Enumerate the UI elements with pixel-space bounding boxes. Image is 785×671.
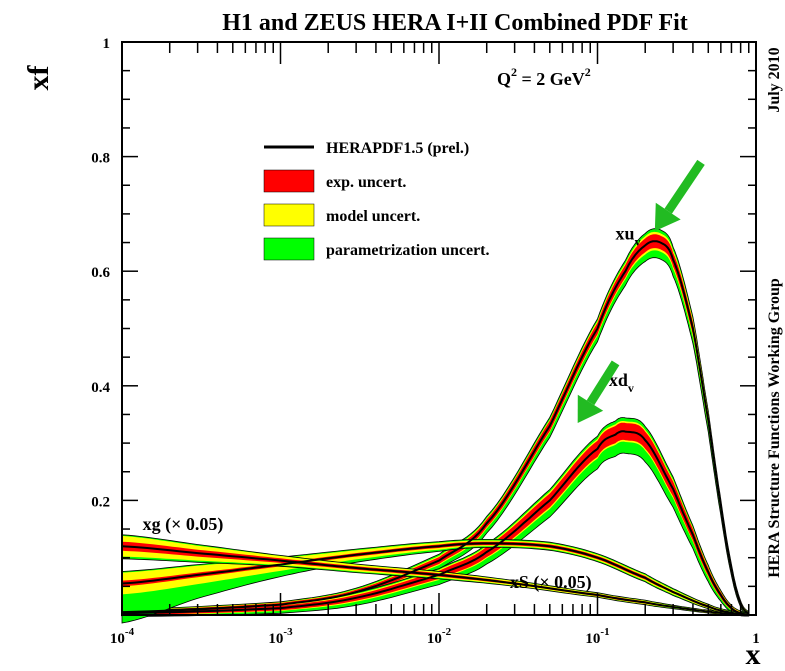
q2-sup1: 2 bbox=[511, 65, 517, 79]
x-tick-label: 10-1 bbox=[585, 626, 609, 647]
xg-0-05-central-line bbox=[121, 545, 749, 616]
legend-model-uncert-label: model uncert. bbox=[326, 208, 420, 225]
uncertainty-bands bbox=[121, 228, 750, 624]
x-tick-base: 10 bbox=[585, 631, 600, 647]
series-label-xd: xdv bbox=[609, 370, 634, 395]
arrow-xu-head bbox=[654, 202, 681, 232]
side-label-group: HERA Structure Functions Working Group bbox=[766, 278, 783, 578]
q2-mid: = 2 GeV bbox=[517, 69, 585, 89]
series-label-xu: xuv bbox=[616, 224, 641, 249]
x-axis-label: x bbox=[746, 638, 761, 667]
x-tick-base: 1 bbox=[752, 631, 760, 647]
series-label-text: xd bbox=[609, 370, 628, 390]
x-tick-base: 10 bbox=[268, 631, 283, 647]
x-tick-exponent: -1 bbox=[600, 626, 609, 638]
legend: HERAPDF1.5 (prel.) exp. uncert. model unce… bbox=[263, 140, 490, 261]
series-label-xg-0-05: xg (× 0.05) bbox=[143, 514, 224, 535]
y-tick-label: 0.4 bbox=[91, 380, 110, 396]
arrow-xd-shaft bbox=[586, 360, 620, 406]
legend-model-uncert-swatch bbox=[263, 203, 315, 227]
x-tick-base: 10 bbox=[427, 631, 442, 647]
arrow-xu-shaft bbox=[664, 159, 705, 214]
x-tick-exponent: -3 bbox=[283, 626, 293, 638]
q2-base: Q bbox=[497, 69, 511, 89]
x-tick-label: 10-3 bbox=[268, 626, 293, 647]
series-label-text: xu bbox=[616, 224, 635, 244]
q2-annotation: Q2 = 2 GeV2 bbox=[497, 65, 591, 89]
series-label-subscript: v bbox=[635, 235, 641, 249]
side-label-date: July 2010 bbox=[766, 47, 783, 112]
y-tick-label: 0.8 bbox=[91, 151, 110, 167]
legend-exp-uncert-label: exp. uncert. bbox=[326, 174, 406, 191]
arrow-xd-head bbox=[577, 394, 604, 424]
legend-parametrization-uncert-label: parametrization uncert. bbox=[326, 242, 490, 259]
x-tick-exponent: -4 bbox=[125, 626, 135, 638]
series-label-xs-0-05: xS (× 0.05) bbox=[510, 572, 592, 593]
legend-herapdf1-5-prel-label: HERAPDF1.5 (prel.) bbox=[326, 140, 469, 157]
y-tick-label: 0.6 bbox=[91, 265, 110, 281]
q2-sup2: 2 bbox=[585, 65, 591, 79]
x-tick-label: 10-4 bbox=[110, 626, 135, 647]
xd-central-line bbox=[121, 430, 749, 616]
legend-exp-uncert-swatch bbox=[263, 169, 315, 193]
legend-parametrization-uncert-swatch bbox=[263, 237, 315, 261]
series-label-text: xg (× 0.05) bbox=[143, 514, 224, 535]
x-tick-base: 10 bbox=[110, 631, 125, 647]
x-tick-exponent: -2 bbox=[442, 626, 452, 638]
series-label-text: xS (× 0.05) bbox=[510, 572, 592, 593]
y-axis-label: xf bbox=[22, 65, 55, 91]
chart-title: H1 and ZEUS HERA I+II Combined PDF Fit bbox=[222, 10, 688, 36]
series-label-subscript: v bbox=[628, 381, 634, 395]
arrows bbox=[577, 159, 705, 424]
y-tick-label: 1 bbox=[103, 36, 111, 52]
x-tick-label: 1 bbox=[752, 631, 760, 647]
x-tick-label: 10-2 bbox=[427, 626, 452, 647]
y-tick-label: 0.2 bbox=[91, 494, 110, 510]
